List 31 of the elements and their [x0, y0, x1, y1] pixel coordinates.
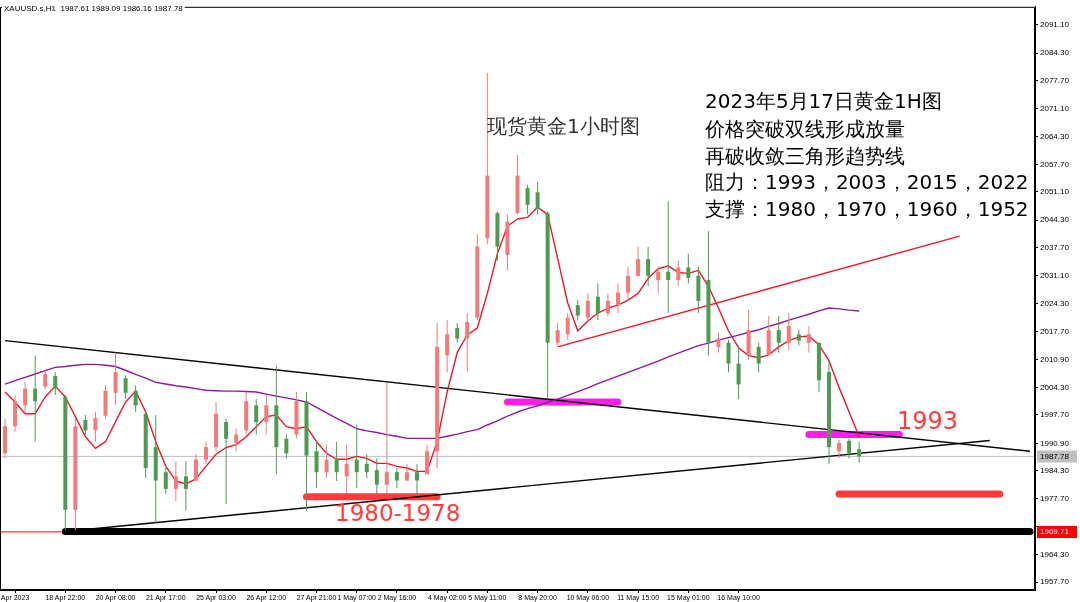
y-tick-label: 2031.10 [1040, 270, 1070, 280]
annotation: 价格突破双线形成放量 [704, 117, 905, 142]
y-tick-label: 1990.90 [1040, 438, 1070, 448]
y-tick-label: 2064.30 [1040, 131, 1070, 141]
y-tick-label: 2004.30 [1040, 382, 1070, 392]
annotation: 再破收敛三角形趋势线 [705, 144, 905, 169]
y-tick-label: 2071.10 [1040, 103, 1070, 113]
y-tick-label: 2091.10 [1040, 19, 1070, 29]
y-tick-label: 2017.70 [1040, 326, 1070, 336]
y-tick-label: 2044.30 [1040, 215, 1070, 225]
y-tick-label: 1957.70 [1040, 577, 1070, 587]
annotation: 支撑：1980，1970，1960，1952 [705, 197, 1029, 222]
y-tick-label: 1984.30 [1040, 466, 1070, 476]
y-tick-label: 2051.10 [1040, 187, 1070, 197]
annotation: 2023年5月17日黄金1H图 [705, 89, 942, 114]
ref-line-label: 1969.71 [1040, 527, 1070, 537]
ref-line-label: 1987.78 [1040, 451, 1070, 461]
y-tick-label: 2010.90 [1040, 355, 1070, 365]
y-tick-label: 2037.70 [1040, 243, 1070, 253]
annotation: 阻力：1993，2003，2015，2022 [705, 170, 1029, 195]
y-tick-label: 1997.70 [1040, 410, 1070, 420]
y-tick-label: 2057.70 [1040, 159, 1070, 169]
y-tick-label: 1964.30 [1040, 549, 1070, 559]
text: 现货黄金1小时图 [487, 114, 640, 139]
annotation: 1993 [897, 407, 959, 436]
y-tick-label: 1977.70 [1040, 493, 1070, 503]
annotation: 1980-1978 [335, 499, 461, 526]
y-tick-label: 2024.30 [1040, 299, 1070, 309]
chart-subtitle: XAUUSD.s,H1 1987.61 1989.09 1986.16 1987.78 [4, 4, 184, 14]
y-tick-label: 2077.70 [1040, 75, 1070, 85]
y-tick-label: 2084.30 [1040, 48, 1070, 58]
